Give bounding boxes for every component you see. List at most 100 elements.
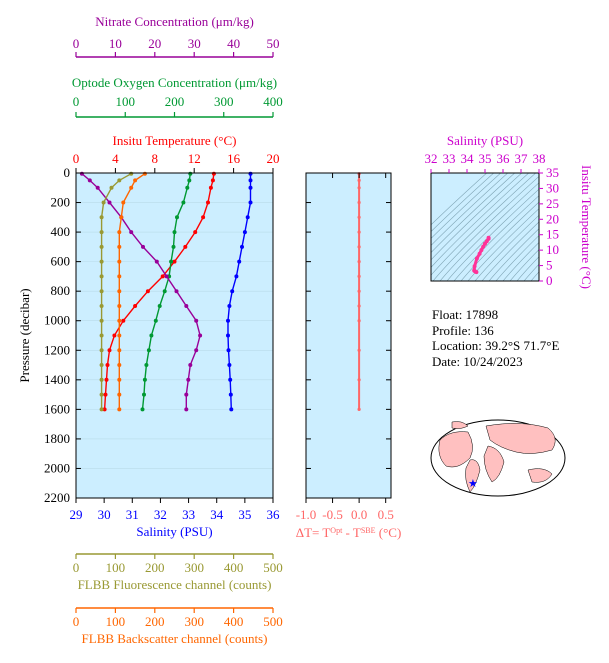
salinity-axis-tick-label: 30 xyxy=(98,507,111,522)
temperature-axis-tick-label: 16 xyxy=(227,151,241,166)
delta-data-point xyxy=(357,304,361,308)
fluorescence-data-point xyxy=(101,200,106,205)
nitrate-data-point xyxy=(186,377,191,382)
nitrate-data-point xyxy=(194,348,199,353)
oxygen-data-point xyxy=(149,333,154,338)
fluorescence-data-point xyxy=(99,259,104,264)
oxygen-data-point xyxy=(169,259,174,264)
ts-data-point xyxy=(479,248,484,253)
oxygen-data-point xyxy=(185,185,190,190)
delta-plot-frame xyxy=(305,172,392,499)
fluorescence-axis-tick-label: 300 xyxy=(184,560,204,575)
salinity-data-point xyxy=(248,178,253,183)
float-info: Float: 17898 Profile: 136 Location: 39.2… xyxy=(432,307,559,369)
fluorescence-data-point xyxy=(99,318,104,323)
salinity-data-point xyxy=(228,377,233,382)
backscatter-data-point xyxy=(117,392,122,397)
ts-salinity-axis-title: Salinity (PSU) xyxy=(447,133,523,148)
density-contour xyxy=(467,208,539,281)
temperature-data-point xyxy=(210,178,215,183)
nitrate-data-point xyxy=(141,244,145,249)
density-contour xyxy=(516,256,539,281)
ts-axes: Salinity (PSU) 32 33 34 35 36 37 38 051015202530… xyxy=(425,133,595,289)
fluorescence-data-point xyxy=(99,230,104,235)
density-contour xyxy=(453,195,539,281)
oxygen-axis-tick-label: 100 xyxy=(116,94,136,109)
salinity-axis-tick-label: 29 xyxy=(70,507,83,522)
oxygen-data-point xyxy=(142,392,146,397)
density-contour xyxy=(509,249,539,281)
fluorescence-data-point xyxy=(129,171,134,176)
temperature-data-point xyxy=(103,392,108,397)
pressure-axis-tick-label: 600 xyxy=(51,254,71,269)
oxygen-data-point xyxy=(144,363,149,367)
float-location: Location: 39.2°S 71.7°E xyxy=(432,338,560,353)
nitrate-axis-tick-label: 30 xyxy=(188,36,201,51)
pressure-axis-tick-label: 1800 xyxy=(44,431,70,446)
ts-temperature-tick-label: 5 xyxy=(546,258,553,273)
nitrate-axis-tick-label: 40 xyxy=(227,36,240,51)
nitrate-data-point xyxy=(164,274,169,279)
delta-axis-tick-label: -0.5 xyxy=(322,507,343,522)
fluorescence-profile-line xyxy=(100,173,132,410)
temperature-data-point xyxy=(183,244,188,249)
oxygen-data-point xyxy=(142,377,147,382)
density-contour xyxy=(460,201,539,281)
density-contour xyxy=(523,263,539,281)
delta-axis-title: ΔT= TOpt - TSBE (°C) xyxy=(296,525,402,540)
temperature-data-point xyxy=(172,259,177,264)
temperature-data-point xyxy=(104,377,109,382)
pressure-axis-tick-label: 1600 xyxy=(44,401,70,416)
ts-temperature-tick-label: 15 xyxy=(546,227,559,242)
delta-plot-area xyxy=(306,173,391,498)
oxygen-axis-title: Optode Oxygen Concentration (μm/kg) xyxy=(72,75,277,90)
map-landmass xyxy=(465,459,481,493)
density-contour xyxy=(431,173,537,276)
density-contour xyxy=(537,279,539,281)
ts-data-point xyxy=(486,235,491,240)
backscatter-data-point xyxy=(117,259,122,264)
density-contour xyxy=(502,242,539,281)
profile-plot-area xyxy=(76,173,273,498)
fluorescence-data-point xyxy=(99,304,104,308)
density-contour xyxy=(481,221,539,281)
backscatter-axis-tick-label: 400 xyxy=(224,614,244,629)
backscatter-axis-tick-label: 200 xyxy=(145,614,165,629)
temperature-data-point xyxy=(121,318,126,323)
delta-axis-tick-label: 0.5 xyxy=(378,507,394,522)
backscatter-profile-line xyxy=(118,173,146,410)
nitrate-profile-line xyxy=(81,173,201,410)
salinity-data-point xyxy=(227,304,232,308)
backscatter-data-point xyxy=(117,244,122,249)
ts-temperature-tick-label: 20 xyxy=(546,211,559,226)
density-contour xyxy=(431,173,495,233)
nitrate-data-point xyxy=(184,304,189,308)
fluorescence-data-point xyxy=(99,244,104,249)
backscatter-data-point xyxy=(117,333,122,338)
nitrate-data-point xyxy=(198,333,203,338)
fluorescence-data-point xyxy=(99,377,104,382)
backscatter-axis-tick-label: 0 xyxy=(73,614,80,629)
nitrate-data-point xyxy=(107,200,112,205)
fluorescence-data-point xyxy=(99,274,104,279)
fluorescence-data-point xyxy=(99,392,104,397)
salinity-data-point xyxy=(227,363,232,367)
nitrate-axis-title: Nitrate Concentration (μm/kg) xyxy=(95,14,254,29)
ts-salinity-tick-label: 36 xyxy=(497,151,511,166)
temperature-data-point xyxy=(133,304,138,308)
nitrate-axis-tick-label: 50 xyxy=(267,36,280,51)
nitrate-data-point xyxy=(184,392,189,397)
fluorescence-axis-tick-label: 500 xyxy=(263,560,283,575)
ts-salinity-tick-label: 37 xyxy=(515,151,529,166)
pressure-axis-tick-label: 0 xyxy=(64,165,71,180)
fluorescence-data-point xyxy=(99,215,104,220)
pressure-axis-tick-label: 400 xyxy=(51,224,71,239)
salinity-axis-tick-label: 35 xyxy=(238,507,251,522)
delta-data-point xyxy=(357,186,361,190)
salinity-data-point xyxy=(248,171,253,176)
salinity-data-point xyxy=(248,200,253,205)
pressure-axis: 0 200 400 600 800 1000 1200 1400 1600 1800 2000 220… xyxy=(17,165,81,505)
backscatter-data-point xyxy=(142,171,147,176)
nitrate-data-point xyxy=(184,407,189,412)
nitrate-axis-tick-label: 0 xyxy=(73,36,80,51)
